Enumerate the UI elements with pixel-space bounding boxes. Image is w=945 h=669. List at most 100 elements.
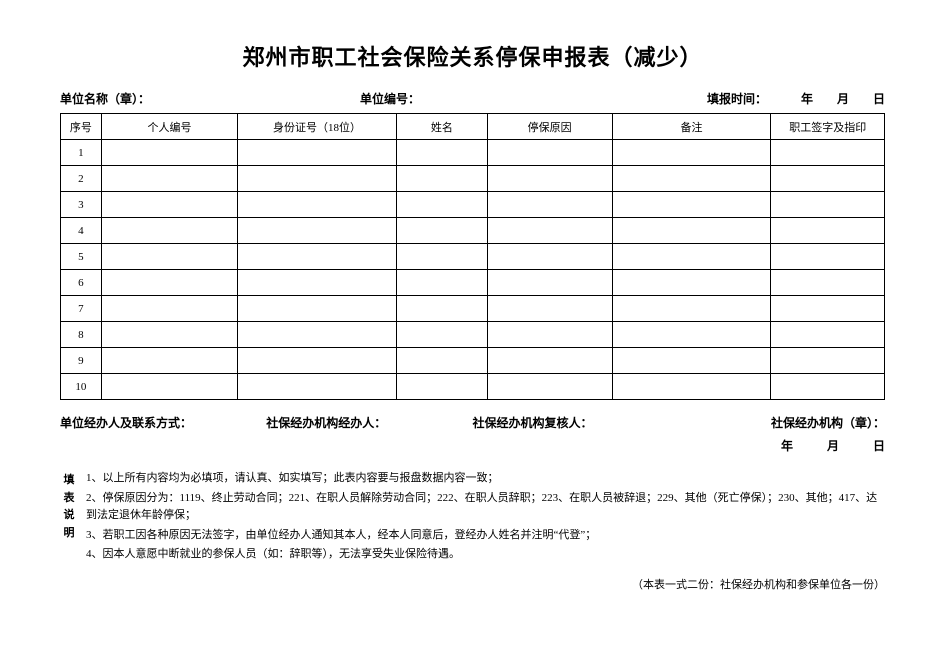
table-cell [771, 244, 885, 270]
table-cell [771, 166, 885, 192]
table-cell [238, 348, 397, 374]
table-cell [238, 296, 397, 322]
col-header-seq: 序号 [61, 114, 102, 140]
sig-year: 年 [781, 439, 793, 453]
table-cell [396, 296, 487, 322]
table-cell: 4 [61, 218, 102, 244]
col-header-idno: 身份证号（18位） [238, 114, 397, 140]
col-header-pid: 个人编号 [101, 114, 237, 140]
unit-name-label: 单位名称（章）： [60, 90, 360, 107]
table-cell [612, 374, 771, 400]
table-cell [487, 374, 612, 400]
notes-label-ch3: 说 [60, 507, 78, 525]
table-cell [396, 270, 487, 296]
table-cell [238, 244, 397, 270]
table-cell [238, 140, 397, 166]
col-header-name: 姓名 [396, 114, 487, 140]
table-body: 12345678910 [61, 140, 885, 400]
table-cell [396, 244, 487, 270]
table-cell [238, 322, 397, 348]
table-cell [612, 348, 771, 374]
col-header-reason: 停保原因 [487, 114, 612, 140]
table-cell: 1 [61, 140, 102, 166]
table-cell: 5 [61, 244, 102, 270]
table-cell: 7 [61, 296, 102, 322]
note-item: 1、以上所有内容均为必填项，请认真、如实填写；此表内容要与报盘数据内容一致； [86, 470, 885, 488]
table-cell [101, 296, 237, 322]
note-item: 2、停保原因分为：1119、终止劳动合同；221、在职人员解除劳动合同；222、… [86, 490, 885, 525]
table-cell [101, 218, 237, 244]
fill-time-label: 填报时间： 年 月 日 [685, 90, 885, 107]
table-cell [612, 140, 771, 166]
table-cell [771, 296, 885, 322]
table-cell [101, 192, 237, 218]
sb-agent-label: 社保经办机构经办人： [266, 414, 472, 431]
table-row: 1 [61, 140, 885, 166]
table-cell [396, 166, 487, 192]
table-cell [101, 140, 237, 166]
table-cell [238, 270, 397, 296]
table-cell [396, 374, 487, 400]
page-title: 郑州市职工社会保险关系停保申报表（减少） [60, 40, 885, 72]
table-cell [487, 270, 612, 296]
table-cell [771, 140, 885, 166]
table-cell [612, 218, 771, 244]
main-table: 序号 个人编号 身份证号（18位） 姓名 停保原因 备注 职工签字及指印 123… [60, 113, 885, 400]
note-item: 4、因本人意愿中断就业的参保人员（如：辞职等），无法享受失业保险待遇。 [86, 546, 885, 564]
table-cell [487, 192, 612, 218]
table-cell: 6 [61, 270, 102, 296]
month-label: 月 [837, 92, 849, 106]
notes-label-ch1: 填 [60, 472, 78, 490]
table-cell [101, 348, 237, 374]
table-cell [487, 322, 612, 348]
unit-code-label: 单位编号： [360, 90, 685, 107]
table-row: 6 [61, 270, 885, 296]
table-cell [487, 348, 612, 374]
table-cell: 8 [61, 322, 102, 348]
table-cell [771, 192, 885, 218]
table-cell [612, 192, 771, 218]
notes-section: 填 表 说 明 1、以上所有内容均为必填项，请认真、如实填写；此表内容要与报盘数… [60, 470, 885, 566]
notes-body: 1、以上所有内容均为必填项，请认真、如实填写；此表内容要与报盘数据内容一致； 2… [78, 470, 885, 566]
table-row: 9 [61, 348, 885, 374]
table-row: 4 [61, 218, 885, 244]
table-cell [238, 218, 397, 244]
notes-label-ch2: 表 [60, 490, 78, 508]
notes-label: 填 表 说 明 [60, 470, 78, 566]
table-cell [771, 348, 885, 374]
table-cell [771, 270, 885, 296]
table-cell [396, 140, 487, 166]
sig-day: 日 [873, 439, 885, 453]
table-row: 3 [61, 192, 885, 218]
table-header-row: 序号 个人编号 身份证号（18位） 姓名 停保原因 备注 职工签字及指印 [61, 114, 885, 140]
day-label: 日 [873, 92, 885, 106]
footnote: （本表一式二份：社保经办机构和参保单位各一份） [60, 576, 885, 592]
table-cell [101, 374, 237, 400]
table-cell [771, 218, 885, 244]
table-cell [101, 322, 237, 348]
table-cell [487, 166, 612, 192]
table-row: 10 [61, 374, 885, 400]
table-cell [238, 374, 397, 400]
col-header-remark: 备注 [612, 114, 771, 140]
table-cell: 10 [61, 374, 102, 400]
table-row: 8 [61, 322, 885, 348]
year-label: 年 [801, 92, 813, 106]
col-header-sign: 职工签字及指印 [771, 114, 885, 140]
table-cell [771, 322, 885, 348]
table-cell [487, 296, 612, 322]
signature-row: 单位经办人及联系方式： 社保经办机构经办人： 社保经办机构复核人： 社保经办机构… [60, 414, 885, 431]
table-cell [396, 192, 487, 218]
table-cell [612, 270, 771, 296]
table-cell [612, 322, 771, 348]
sb-org-label: 社保经办机构（章）： [679, 414, 885, 431]
table-cell [396, 218, 487, 244]
table-cell: 2 [61, 166, 102, 192]
table-cell [771, 374, 885, 400]
notes-label-ch4: 明 [60, 525, 78, 543]
table-cell: 9 [61, 348, 102, 374]
table-cell [612, 296, 771, 322]
table-cell [238, 192, 397, 218]
table-row: 2 [61, 166, 885, 192]
table-cell [612, 244, 771, 270]
